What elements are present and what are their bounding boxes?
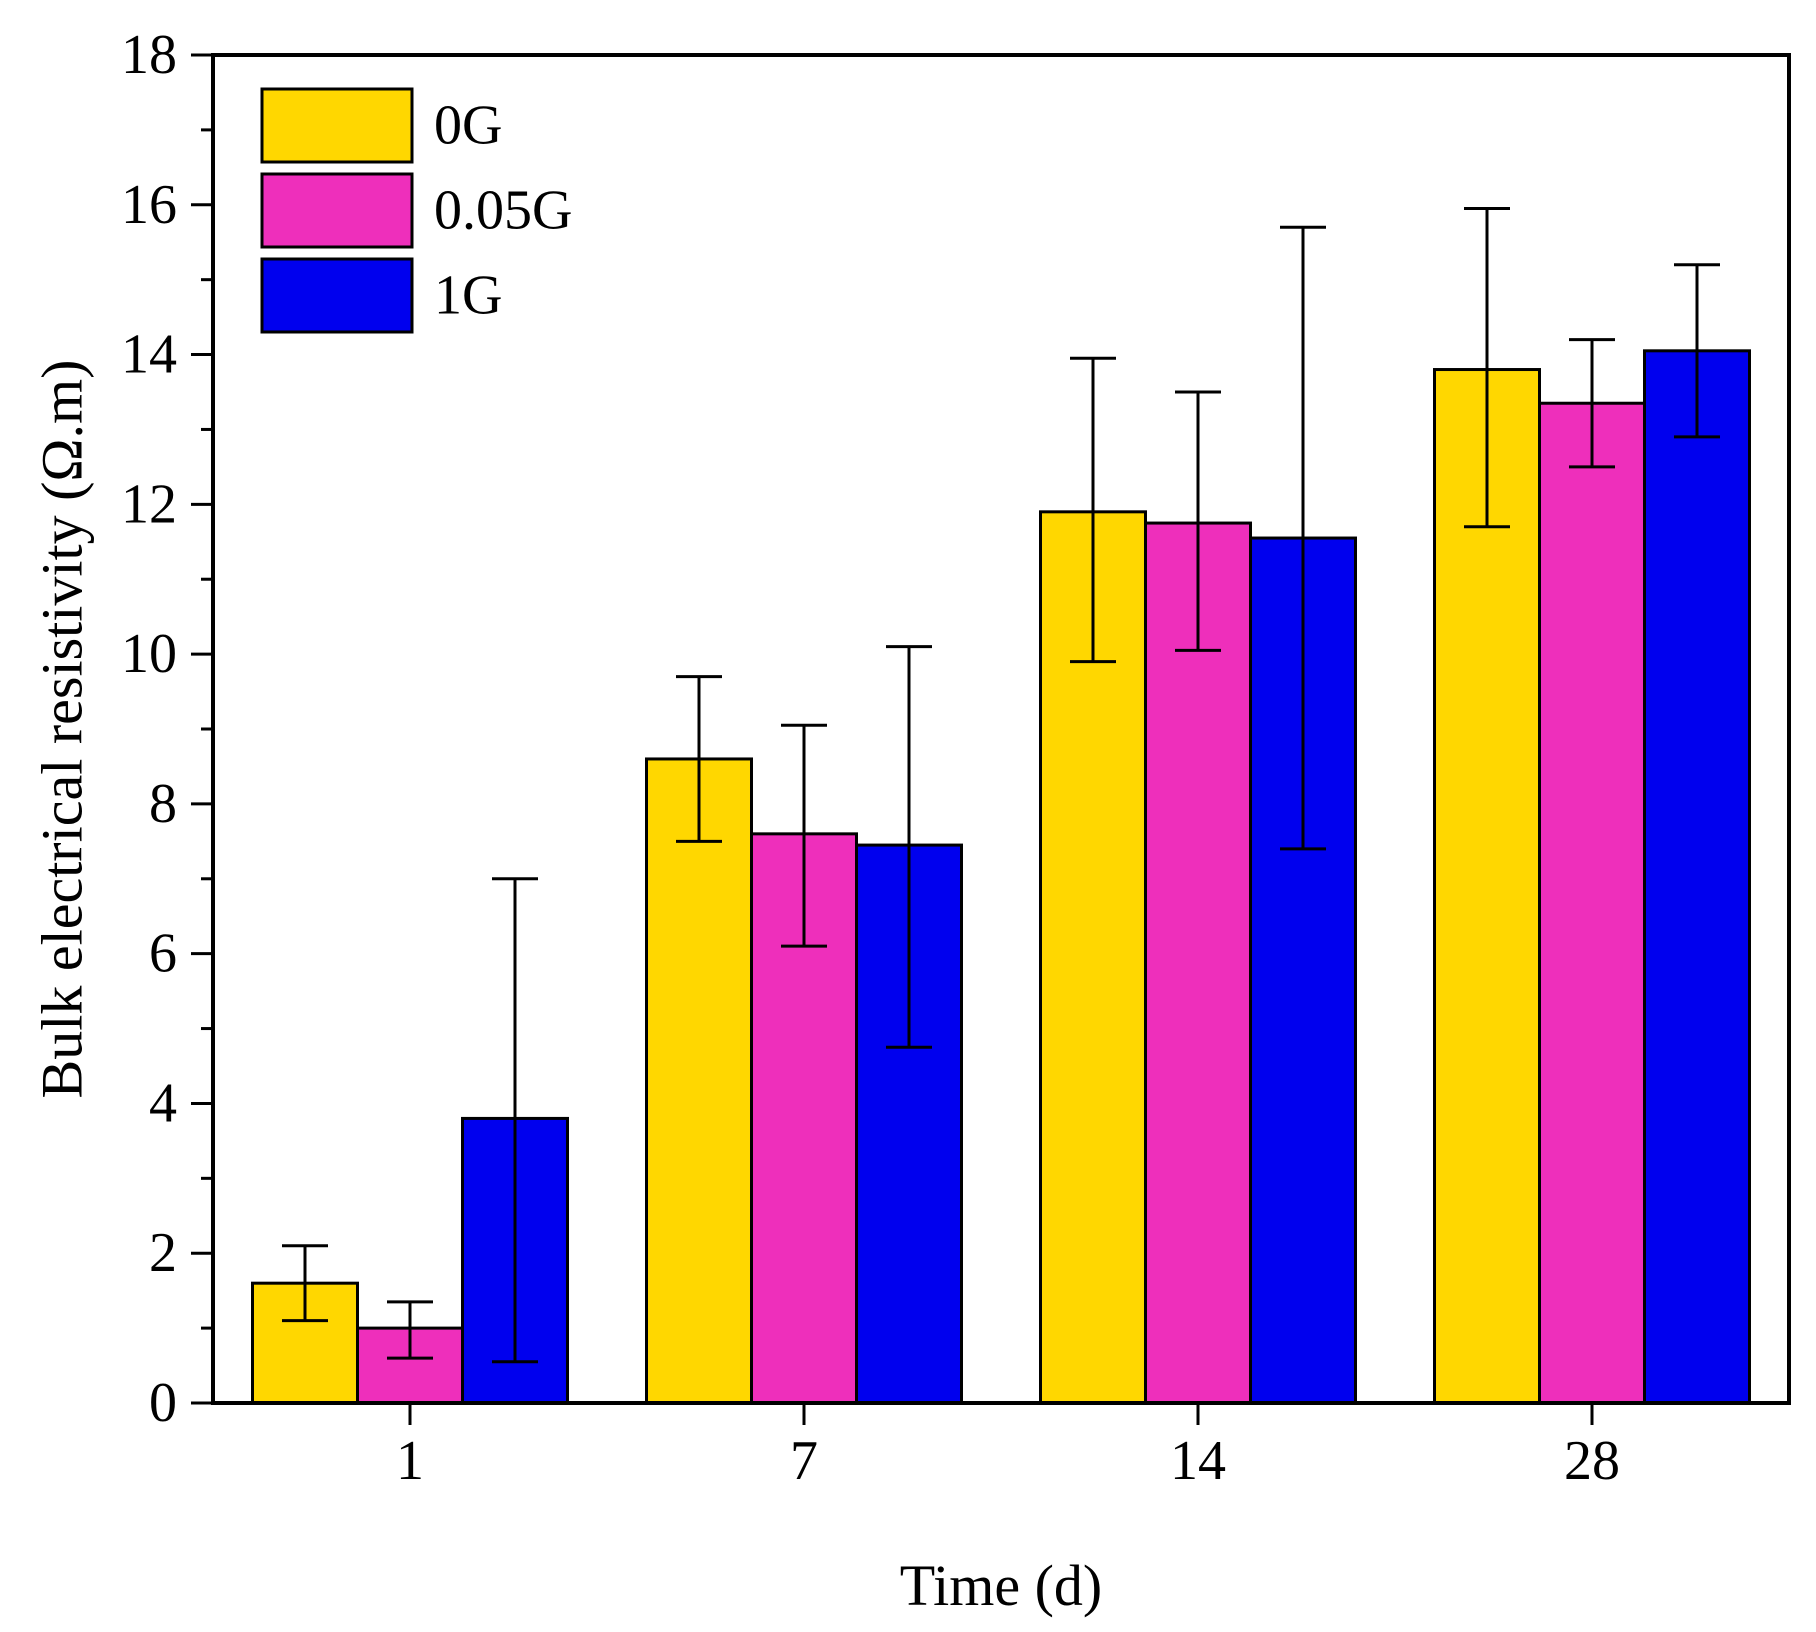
- y-tick-label: 4: [149, 1072, 177, 1134]
- legend: 0G 0.05G 1G: [260, 87, 572, 334]
- y-tick-label: 10: [121, 623, 177, 685]
- legend-label: 0.05G: [434, 180, 572, 242]
- plot-frame: [211, 53, 1791, 1405]
- y-axis-title: Bulk electrical resistivity (Ω.m): [30, 360, 95, 1099]
- y-tick-label: 12: [121, 473, 177, 535]
- x-axis-title: Time (d): [900, 1553, 1103, 1618]
- bar: [1643, 349, 1751, 1405]
- bar: [1144, 521, 1252, 1405]
- x-tick-label: 14: [1170, 1430, 1226, 1492]
- y-tick-label: 6: [149, 923, 177, 985]
- error-bars-layer: [282, 207, 1720, 1364]
- y-tick-label: 2: [149, 1222, 177, 1284]
- x-tick-label: 7: [790, 1430, 818, 1492]
- y-tick-label: 0: [149, 1372, 177, 1434]
- bar: [356, 1326, 464, 1405]
- y-tick-label: 18: [121, 24, 177, 86]
- legend-swatch: [260, 172, 414, 249]
- legend-label: 0G: [434, 95, 502, 157]
- legend-swatch: [260, 257, 414, 334]
- bar: [1538, 401, 1646, 1405]
- legend-label: 1G: [434, 265, 502, 327]
- y-tick-label: 16: [121, 174, 177, 236]
- x-tick-label: 1: [396, 1430, 424, 1492]
- y-tick-label: 14: [121, 324, 177, 386]
- legend-swatch: [260, 87, 414, 164]
- bars-layer: [251, 349, 1751, 1405]
- frame-layer: [211, 53, 1791, 1405]
- x-tick-label: 28: [1564, 1430, 1620, 1492]
- y-tick-label: 8: [149, 773, 177, 835]
- axes-layer: 0 2 4 6 8 10 12 14 16 18 1 7 14 28: [121, 24, 1620, 1492]
- bar: [1433, 368, 1541, 1405]
- bar: [645, 757, 753, 1405]
